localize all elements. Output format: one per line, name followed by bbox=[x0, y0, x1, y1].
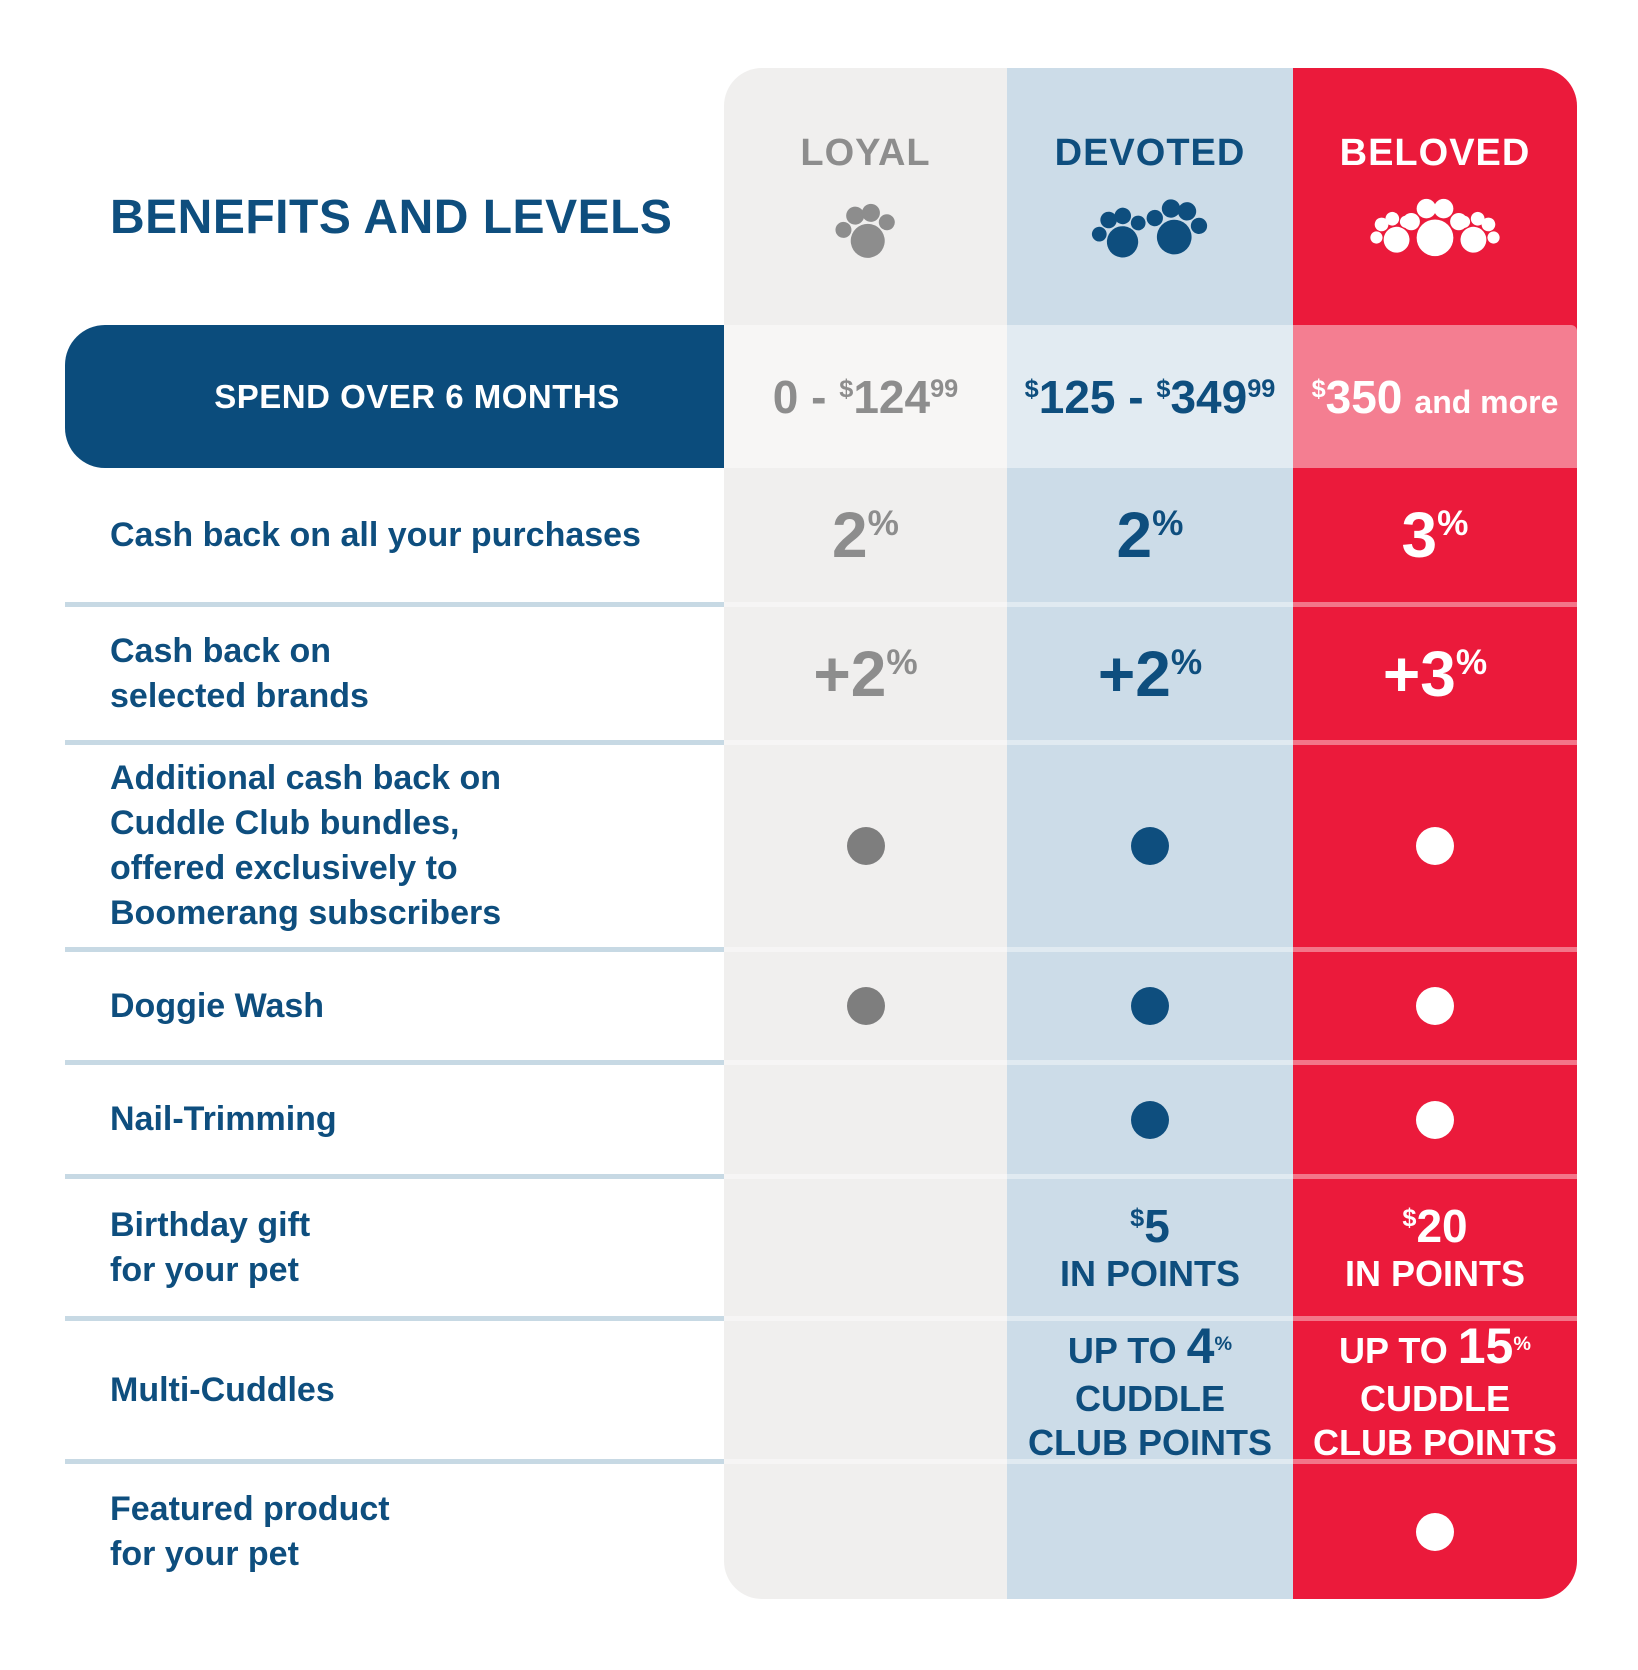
paw-icon bbox=[834, 203, 895, 258]
benefit-value-beloved: +3% bbox=[1293, 607, 1577, 745]
included-dot bbox=[1416, 1100, 1454, 1139]
benefit-value-devoted bbox=[1007, 745, 1293, 952]
percent-value: 3% bbox=[1401, 499, 1469, 571]
benefit-value-loyal bbox=[724, 1464, 1007, 1599]
benefit-value-beloved bbox=[1293, 745, 1577, 952]
benefit-value-loyal bbox=[724, 1065, 1007, 1179]
spend-value-loyal: 0 - $12499 bbox=[772, 370, 959, 423]
benefit-label: Nail-Trimming bbox=[65, 1065, 724, 1179]
percent-value: +3% bbox=[1382, 637, 1488, 710]
spend-row-label: SPEND OVER 6 MONTHS bbox=[214, 377, 620, 415]
spend-value-devoted: $125 - $34999 bbox=[1024, 370, 1276, 423]
benefit-label: Featured product for your pet bbox=[110, 1489, 390, 1573]
benefit-label: Multi-Cuddles bbox=[65, 1321, 724, 1464]
points-value: $5 IN POINTS bbox=[1059, 1200, 1241, 1295]
benefits-table: BENEFITS AND LEVELS LOYAL DEVOTED BELOVE… bbox=[65, 68, 1577, 1599]
benefit-label: Cash back on selected brands bbox=[65, 607, 724, 745]
percent-value: +2% bbox=[813, 637, 918, 710]
benefit-label: Doggie Wash bbox=[65, 952, 724, 1065]
included-dot bbox=[1416, 1512, 1454, 1551]
tier-header-loyal: LOYAL bbox=[724, 68, 1007, 325]
benefit-value-loyal bbox=[724, 952, 1007, 1065]
percent-value: 2% bbox=[832, 499, 899, 571]
tier-header-devoted: DEVOTED bbox=[1007, 68, 1293, 325]
included-dot bbox=[1131, 827, 1169, 865]
included-dot bbox=[1131, 987, 1169, 1025]
tier-label-beloved: BELOVED bbox=[1339, 132, 1531, 174]
points-value: $20 IN POINTS bbox=[1344, 1200, 1526, 1295]
benefit-value-loyal bbox=[724, 1179, 1007, 1321]
benefit-value-beloved bbox=[1293, 1464, 1577, 1599]
included-dot bbox=[846, 987, 885, 1025]
benefit-label: Cash back on all your purchases bbox=[65, 468, 724, 607]
included-dot bbox=[1131, 1100, 1169, 1139]
benefit-value-loyal: 2% bbox=[724, 468, 1007, 607]
benefit-value-loyal bbox=[724, 745, 1007, 952]
tier-label-devoted: DEVOTED bbox=[1054, 132, 1246, 174]
paw-icon bbox=[1370, 198, 1500, 257]
tier-label-loyal: LOYAL bbox=[800, 132, 931, 174]
benefit-value-devoted: +2% bbox=[1007, 607, 1293, 745]
benefit-value-loyal bbox=[724, 1321, 1007, 1464]
benefit-value-beloved bbox=[1293, 1065, 1577, 1179]
benefit-value-devoted: 2% bbox=[1007, 468, 1293, 607]
benefit-value-devoted bbox=[1007, 952, 1293, 1065]
included-dot bbox=[1416, 987, 1454, 1025]
included-dot bbox=[1416, 827, 1454, 865]
tier-header-beloved: BELOVED bbox=[1293, 68, 1577, 325]
benefit-value-beloved: $20 IN POINTS bbox=[1293, 1179, 1577, 1321]
spend-row-highlight-band bbox=[724, 325, 1577, 468]
benefit-value-beloved bbox=[1293, 952, 1577, 1065]
spend-value-beloved: $350 and more bbox=[1311, 370, 1559, 423]
benefit-value-beloved: UP TO 15% CUDDLE CLUB POINTS bbox=[1293, 1318, 1577, 1464]
title-cell: BENEFITS AND LEVELS bbox=[65, 68, 724, 325]
benefit-value-devoted: UP TO 4% CUDDLE CLUB POINTS bbox=[1007, 1318, 1293, 1464]
benefit-label: Additional cash back on Cuddle Club bund… bbox=[65, 745, 724, 952]
paw-icon bbox=[1091, 199, 1208, 258]
benefit-value-beloved: 3% bbox=[1293, 468, 1577, 607]
page-title: BENEFITS AND LEVELS bbox=[110, 190, 673, 244]
cuddle-points-value: UP TO 4% CUDDLE CLUB POINTS bbox=[1027, 1317, 1272, 1463]
benefit-value-devoted bbox=[1007, 1065, 1293, 1179]
cuddle-points-value: UP TO 15% CUDDLE CLUB POINTS bbox=[1312, 1317, 1557, 1463]
benefit-value-loyal: +2% bbox=[724, 607, 1007, 745]
percent-value: +2% bbox=[1097, 637, 1203, 710]
benefit-label: Birthday gift for your pet bbox=[65, 1179, 724, 1321]
benefit-value-devoted: $5 IN POINTS bbox=[1007, 1179, 1293, 1321]
included-dot bbox=[846, 827, 885, 865]
spend-row-header: SPEND OVER 6 MONTHS bbox=[65, 325, 724, 468]
percent-value: 2% bbox=[1116, 499, 1184, 571]
benefit-value-devoted bbox=[1007, 1464, 1293, 1599]
